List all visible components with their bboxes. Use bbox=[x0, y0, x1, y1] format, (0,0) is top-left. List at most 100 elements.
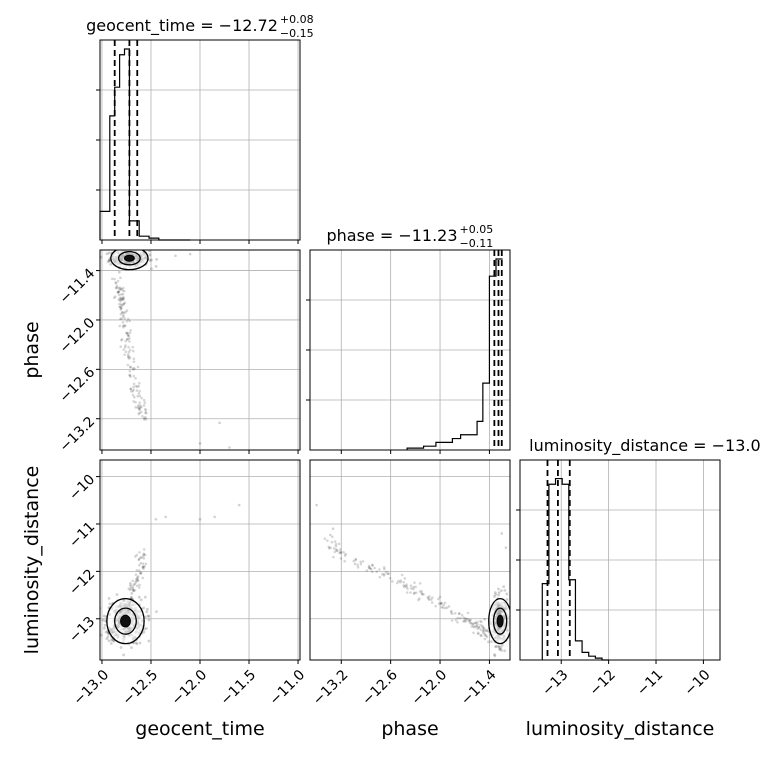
sample-point bbox=[141, 554, 145, 558]
sample-point bbox=[119, 308, 123, 311]
hist-step-luminosity_distance bbox=[541, 477, 609, 661]
sample-point bbox=[332, 547, 336, 550]
sample-point bbox=[130, 596, 133, 599]
sample-point bbox=[103, 619, 107, 623]
sample-point bbox=[138, 401, 141, 404]
sample-point bbox=[128, 369, 132, 373]
scatter-panel-luminosity_distance_vs_phase bbox=[309, 459, 511, 664]
sample-point bbox=[131, 366, 135, 370]
sample-point bbox=[121, 298, 125, 302]
sample-point bbox=[497, 593, 500, 597]
sample-point bbox=[142, 552, 146, 556]
sample-point bbox=[125, 309, 129, 312]
sample-point bbox=[487, 640, 490, 644]
sample-point bbox=[101, 618, 105, 622]
sample-point bbox=[466, 611, 470, 615]
sample-point bbox=[481, 629, 485, 633]
sample-point bbox=[122, 302, 125, 306]
sample-point bbox=[413, 591, 416, 595]
sample-point bbox=[124, 339, 128, 343]
sample-point bbox=[107, 251, 111, 255]
sample-point bbox=[459, 616, 462, 620]
sample-point bbox=[117, 286, 120, 290]
sample-point bbox=[198, 442, 202, 445]
sample-point bbox=[354, 557, 358, 561]
sample-point bbox=[102, 626, 106, 630]
sample-point bbox=[427, 598, 431, 601]
sample-point bbox=[139, 561, 143, 565]
sample-point bbox=[467, 618, 470, 621]
y-tick-labels-luminosity_distance: −13 −12 −11 −10 bbox=[66, 472, 98, 646]
sample-point bbox=[144, 416, 147, 419]
sample-point bbox=[132, 357, 136, 361]
sample-point bbox=[138, 583, 141, 587]
sample-point bbox=[142, 565, 145, 568]
sample-point bbox=[119, 345, 123, 348]
sample-point bbox=[128, 356, 132, 359]
sample-point bbox=[456, 620, 459, 624]
sample-point bbox=[141, 566, 145, 570]
sample-point bbox=[441, 606, 445, 609]
sample-point bbox=[143, 553, 147, 557]
sample-point bbox=[430, 601, 434, 604]
sample-point bbox=[102, 614, 106, 618]
sample-point bbox=[129, 596, 133, 599]
sample-point bbox=[483, 637, 487, 641]
sample-point bbox=[132, 360, 136, 364]
sample-point bbox=[123, 324, 126, 327]
sample-point bbox=[143, 418, 146, 421]
sample-point bbox=[129, 365, 132, 369]
sample-point bbox=[125, 337, 129, 341]
sample-point bbox=[352, 559, 356, 563]
sample-point bbox=[137, 381, 141, 385]
sample-point bbox=[404, 584, 407, 588]
title-plus: +0.05 bbox=[460, 223, 494, 236]
sample-point bbox=[344, 552, 348, 556]
sample-point bbox=[387, 572, 391, 576]
sample-point bbox=[332, 555, 335, 559]
sample-point bbox=[333, 540, 337, 543]
title-text: luminosity_distance = −13.07 bbox=[529, 436, 760, 456]
sample-point bbox=[107, 258, 111, 262]
sample-point bbox=[142, 398, 146, 402]
sample-point bbox=[464, 619, 468, 623]
sample-point bbox=[440, 601, 444, 605]
sample-point bbox=[505, 592, 509, 596]
sample-point bbox=[126, 333, 130, 337]
panel-frame bbox=[519, 459, 721, 661]
sample-point bbox=[132, 388, 135, 391]
sample-point bbox=[145, 627, 148, 630]
sample-point bbox=[412, 585, 415, 589]
sample-point bbox=[150, 267, 153, 271]
sample-point bbox=[397, 579, 400, 583]
sample-point bbox=[109, 642, 113, 645]
sample-point bbox=[113, 277, 116, 281]
sample-point bbox=[442, 603, 446, 607]
sample-point bbox=[120, 338, 124, 341]
sample-point bbox=[127, 350, 131, 354]
sample-point bbox=[121, 311, 124, 314]
sample-point bbox=[493, 591, 497, 595]
sample-point bbox=[483, 617, 487, 621]
sample-point bbox=[499, 646, 503, 649]
sample-point bbox=[504, 546, 508, 549]
sample-point bbox=[475, 625, 478, 628]
sample-point bbox=[148, 253, 152, 257]
sample-point bbox=[134, 400, 137, 404]
sample-point bbox=[138, 563, 141, 567]
sample-point bbox=[136, 579, 140, 583]
sample-point bbox=[494, 593, 498, 596]
x-tick-label: −12.6 bbox=[359, 667, 401, 709]
x-tick-label: −10 bbox=[681, 667, 713, 699]
sample-point bbox=[443, 606, 447, 610]
sample-point bbox=[327, 545, 331, 549]
point-cloud bbox=[100, 250, 231, 449]
sample-point bbox=[100, 255, 103, 259]
sample-point bbox=[464, 617, 467, 620]
sample-point bbox=[134, 579, 138, 583]
sample-point bbox=[502, 585, 506, 589]
sample-point bbox=[154, 517, 158, 521]
sample-point bbox=[136, 394, 139, 398]
sample-point bbox=[475, 624, 478, 628]
sample-point bbox=[118, 305, 122, 309]
